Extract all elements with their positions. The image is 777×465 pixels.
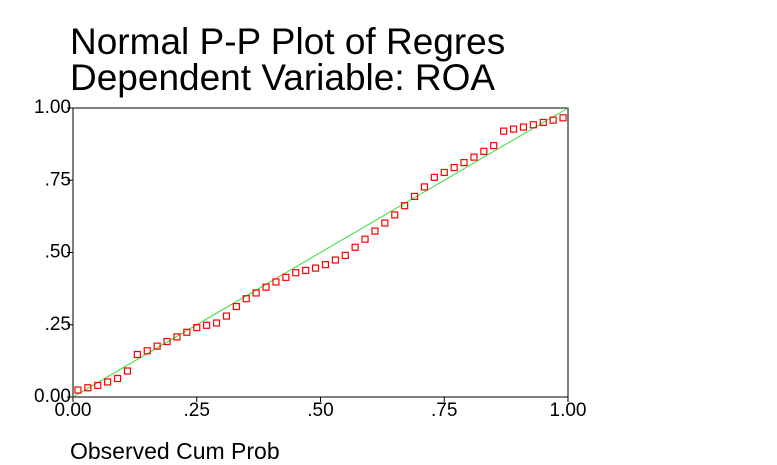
point: [460, 159, 468, 167]
point: [450, 163, 458, 172]
x-tick-label: 1.00: [550, 400, 587, 421]
point: [282, 273, 290, 281]
point: [420, 183, 429, 191]
x-axis-label: Observed Cum Prob: [70, 438, 280, 464]
y-tick-label: .50: [45, 242, 71, 263]
point: [490, 141, 498, 150]
point: [123, 367, 132, 375]
point: [381, 219, 389, 227]
point: [74, 386, 82, 394]
point: [272, 278, 280, 286]
point: [500, 127, 508, 135]
point: [351, 243, 359, 251]
point: [529, 121, 537, 129]
point: [193, 324, 201, 332]
point: [371, 227, 379, 235]
point: [212, 319, 221, 327]
y-tick-label: .75: [45, 169, 71, 190]
point: [509, 125, 518, 133]
chart-title: Normal P-P Plot of Regres: [70, 21, 505, 62]
point: [113, 374, 122, 383]
point: [440, 168, 448, 177]
point: [183, 328, 191, 336]
point: [143, 347, 151, 355]
x-tick-label: 0.00: [55, 400, 92, 421]
point: [163, 337, 171, 346]
x-tick-label: .25: [184, 400, 210, 421]
point: [331, 256, 339, 264]
y-tick-label: 1.00: [34, 97, 71, 118]
point: [341, 251, 349, 259]
point: [252, 289, 260, 297]
point: [410, 192, 419, 201]
y-tick-label: 0.00: [34, 386, 71, 407]
point: [133, 350, 141, 359]
point: [519, 123, 528, 131]
point: [549, 116, 557, 124]
point: [361, 235, 369, 243]
chart-subtitle: Dependent Variable: ROA: [70, 57, 495, 98]
point: [173, 333, 181, 341]
point: [311, 264, 320, 272]
point: [153, 342, 161, 350]
point: [232, 302, 240, 311]
point: [302, 266, 310, 275]
point: [292, 269, 300, 277]
x-tick-label: .50: [307, 400, 333, 421]
point: [480, 147, 488, 155]
point: [222, 312, 231, 320]
point: [559, 114, 567, 122]
y-tick-label: .25: [45, 314, 71, 335]
x-tick-label: .75: [431, 400, 457, 421]
point: [104, 378, 112, 386]
point: [401, 202, 409, 210]
point: [262, 283, 270, 291]
point: [539, 118, 547, 127]
point: [84, 384, 92, 392]
point: [321, 261, 330, 269]
point: [430, 173, 438, 181]
point: [470, 153, 478, 161]
point: [94, 381, 102, 390]
point: [242, 295, 250, 303]
point: [391, 211, 399, 219]
point: [203, 321, 211, 329]
